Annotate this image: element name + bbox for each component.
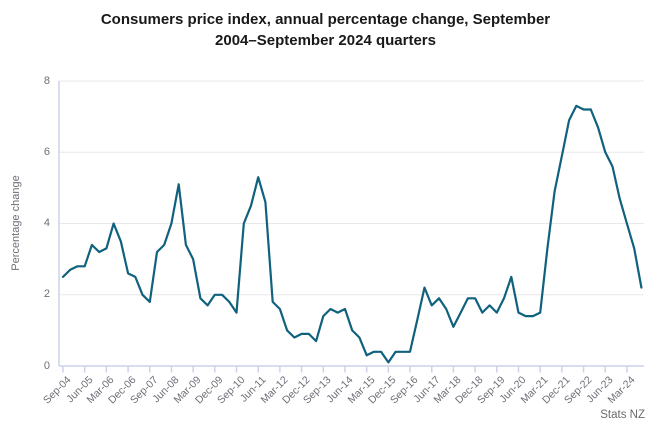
chart-title: Consumers price index, annual percentage…: [46, 9, 606, 51]
y-tick-label: 2: [43, 288, 50, 301]
cpi-line: [61, 104, 643, 364]
chart-title-line1: Consumers price index, annual percentage…: [100, 11, 551, 28]
chart-title-line2: 2004–September 2024 quarters: [215, 32, 436, 49]
y-tick-label: 8: [43, 74, 50, 87]
y-tick-label: 6: [43, 145, 50, 158]
source-attribution: Stats NZ: [600, 409, 645, 421]
y-tick-label: 0: [43, 359, 50, 372]
y-tick-label: 4: [43, 217, 50, 229]
